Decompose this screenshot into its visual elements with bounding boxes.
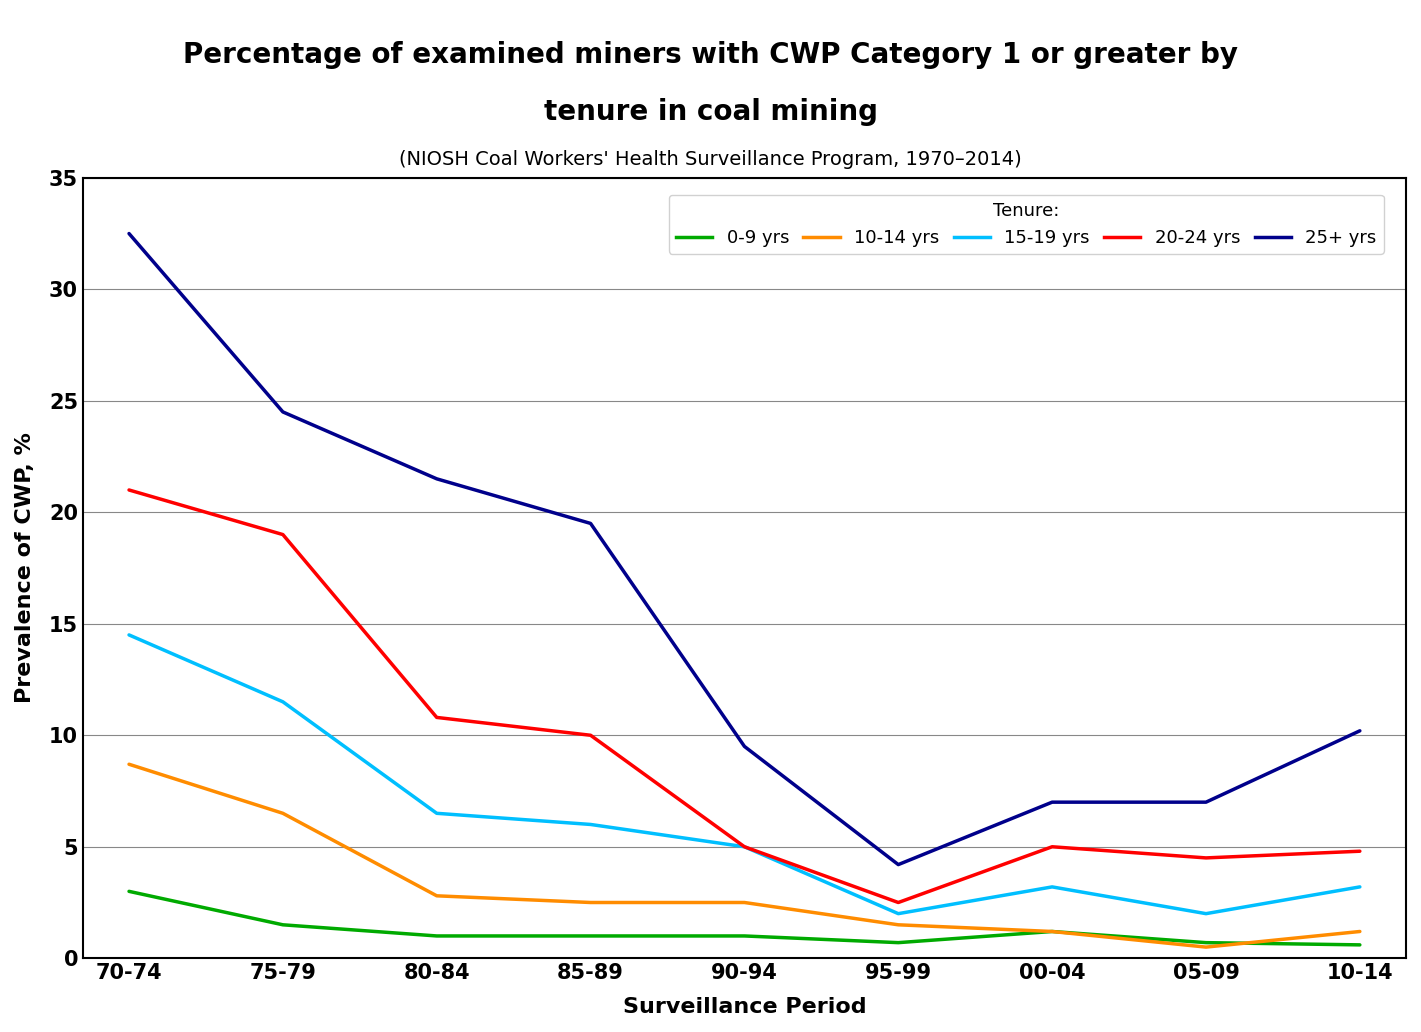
Text: Percentage of examined miners with CWP Category 1 or greater by: Percentage of examined miners with CWP C… <box>183 41 1238 69</box>
Y-axis label: Prevalence of CWP, %: Prevalence of CWP, % <box>16 432 36 704</box>
Text: (NIOSH Coal Workers' Health Surveillance Program, 1970–2014): (NIOSH Coal Workers' Health Surveillance… <box>399 150 1022 168</box>
Legend: 0-9 yrs, 10-14 yrs, 15-19 yrs, 20-24 yrs, 25+ yrs: 0-9 yrs, 10-14 yrs, 15-19 yrs, 20-24 yrs… <box>669 195 1384 254</box>
X-axis label: Surveillance Period: Surveillance Period <box>622 997 867 1017</box>
Text: tenure in coal mining: tenure in coal mining <box>543 98 878 126</box>
